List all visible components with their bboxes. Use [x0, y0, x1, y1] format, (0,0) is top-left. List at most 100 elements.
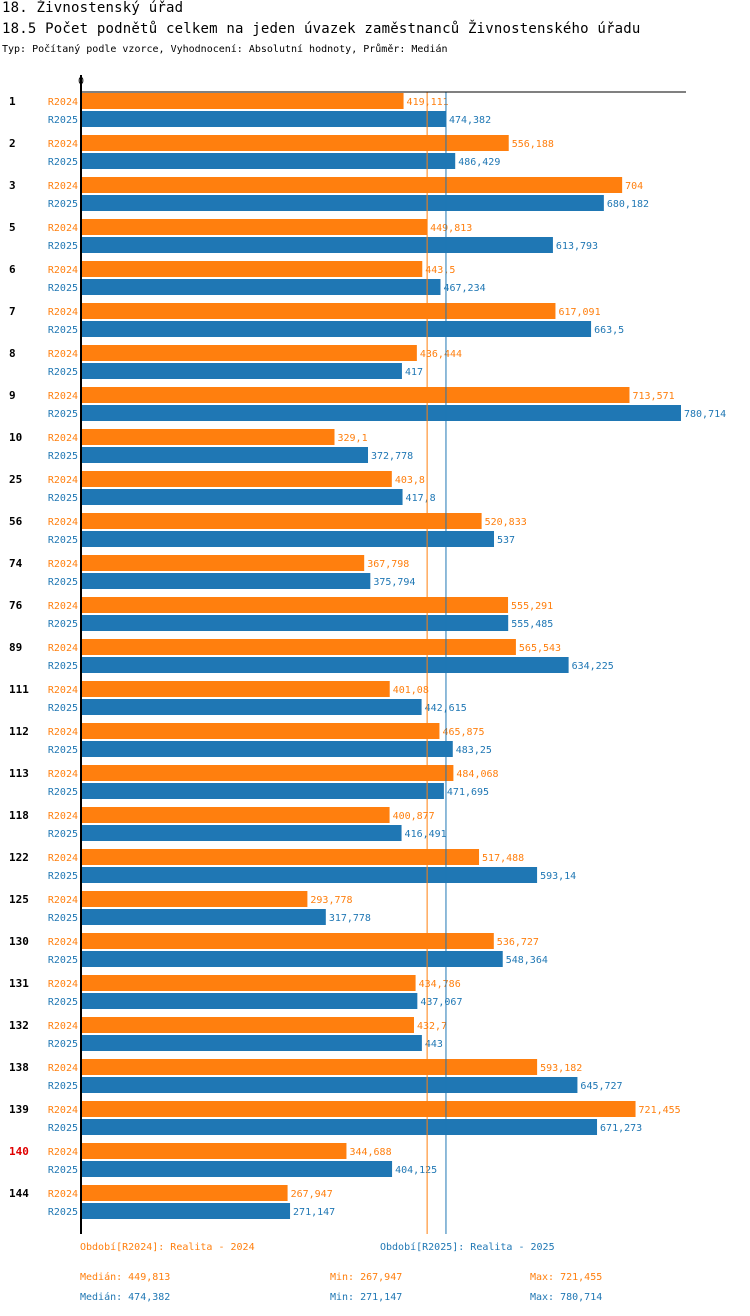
category-label: 113	[9, 767, 29, 780]
series-label: R2024	[48, 727, 78, 738]
data-label: 293,778	[310, 895, 352, 906]
data-label: 404,125	[395, 1165, 437, 1176]
series-label: R2025	[48, 871, 78, 882]
series-label: R2025	[48, 1207, 78, 1218]
data-label: 556,188	[512, 139, 554, 150]
series-label: R2024	[48, 1063, 78, 1074]
series-label: R2024	[48, 937, 78, 948]
series-label: R2024	[48, 853, 78, 864]
bar-r2025	[82, 405, 681, 421]
data-label: 474,382	[449, 115, 491, 126]
stat-min-r2024: Min: 267,947	[330, 1272, 403, 1283]
series-label: R2024	[48, 475, 78, 486]
category-label: 111	[9, 683, 29, 696]
category-label: 7	[9, 305, 16, 318]
bar-r2024	[82, 597, 509, 613]
category-label: 125	[9, 893, 29, 906]
bar-r2024	[82, 429, 335, 445]
category-label: 144	[9, 1187, 29, 1200]
category-label: 130	[9, 935, 29, 948]
data-label: 372,778	[371, 451, 413, 462]
chart-subtitle: Typ: Počítaný podle vzorce, Vyhodnocení:…	[2, 44, 448, 55]
data-label: 443	[425, 1039, 443, 1050]
data-label: 780,714	[684, 409, 726, 420]
series-label: R2025	[48, 157, 78, 168]
series-label: R2025	[48, 283, 78, 294]
data-label: 536,727	[497, 937, 539, 948]
data-label: 401,08	[393, 685, 429, 696]
series-label: R2025	[48, 829, 78, 840]
data-label: 593,14	[540, 871, 576, 882]
category-label: 1	[9, 95, 16, 108]
bar-r2024	[82, 177, 623, 193]
data-label: 449,813	[430, 223, 472, 234]
series-label: R2025	[48, 661, 78, 672]
data-label: 537	[497, 535, 515, 546]
series-label: R2025	[48, 1039, 78, 1050]
series-label: R2024	[48, 307, 78, 318]
bar-r2025	[82, 909, 326, 925]
data-label: 520,833	[485, 517, 527, 528]
bar-r2024	[82, 807, 390, 823]
series-label: R2025	[48, 409, 78, 420]
series-label: R2024	[48, 265, 78, 276]
data-label: 517,488	[482, 853, 524, 864]
bar-r2025	[82, 867, 538, 883]
category-label: 76	[9, 599, 23, 612]
series-label: R2025	[48, 787, 78, 798]
series-label: R2025	[48, 1165, 78, 1176]
series-label: R2025	[48, 619, 78, 630]
data-label: 721,455	[639, 1105, 681, 1116]
series-label: R2024	[48, 1147, 78, 1158]
data-label: 484,068	[456, 769, 498, 780]
series-label: R2024	[48, 769, 78, 780]
category-label: 8	[9, 347, 16, 360]
bar-r2025	[82, 993, 418, 1009]
data-label: 713,571	[632, 391, 674, 402]
series-label: R2024	[48, 979, 78, 990]
series-label: R2025	[48, 913, 78, 924]
category-label: 118	[9, 809, 29, 822]
bar-r2025	[82, 279, 441, 295]
bar-r2024	[82, 1143, 347, 1159]
data-label: 434,786	[419, 979, 461, 990]
data-label: 663,5	[594, 325, 624, 336]
category-label: 89	[9, 641, 22, 654]
bar-r2025	[82, 531, 495, 547]
data-label: 317,778	[329, 913, 371, 924]
bar-r2025	[82, 1161, 393, 1177]
series-label: R2025	[48, 997, 78, 1008]
data-label: 432,7	[417, 1021, 447, 1032]
bar-r2024	[82, 135, 509, 151]
series-label: R2025	[48, 955, 78, 966]
series-label: R2024	[48, 181, 78, 192]
bar-r2025	[82, 1203, 291, 1219]
bar-r2025	[82, 615, 509, 631]
bar-r2024	[82, 471, 392, 487]
data-label: 467,234	[443, 283, 485, 294]
category-label: 122	[9, 851, 29, 864]
series-label: R2024	[48, 1105, 78, 1116]
series-label: R2025	[48, 535, 78, 546]
series-label: R2024	[48, 391, 78, 402]
series-label: R2025	[48, 745, 78, 756]
bar-r2024	[82, 387, 630, 403]
bar-r2024	[82, 93, 404, 109]
data-label: 555,485	[511, 619, 553, 630]
series-label: R2024	[48, 559, 78, 570]
series-label: R2024	[48, 643, 78, 654]
bar-r2025	[82, 573, 371, 589]
series-label: R2025	[48, 199, 78, 210]
data-label: 613,793	[556, 241, 598, 252]
bar-r2024	[82, 765, 454, 781]
stat-max-r2025: Max: 780,714	[530, 1292, 603, 1303]
series-label: R2024	[48, 601, 78, 612]
category-label: 131	[9, 977, 29, 990]
legend-r2025: Období[R2025]: Realita - 2025	[380, 1242, 555, 1253]
category-label: 10	[9, 431, 22, 444]
bar-r2025	[82, 363, 402, 379]
category-label: 74	[9, 557, 23, 570]
bar-r2024	[82, 513, 482, 529]
data-label: 344,688	[349, 1147, 391, 1158]
data-label: 680,182	[607, 199, 649, 210]
